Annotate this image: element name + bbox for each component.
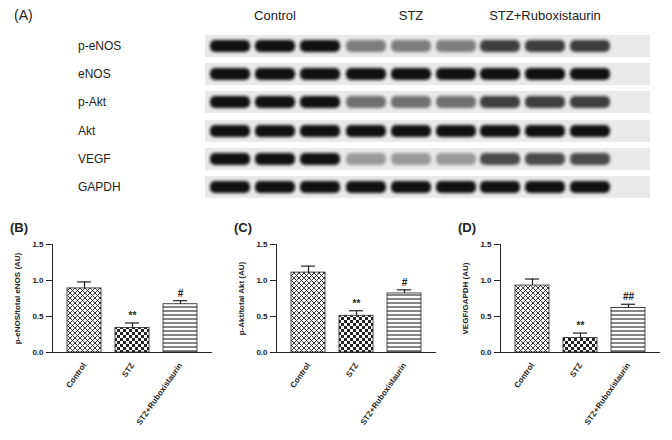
svg-text:STZ+Ruboxistaurin: STZ+Ruboxistaurin (583, 361, 633, 427)
svg-text:0.0: 0.0 (480, 348, 492, 357)
svg-text:p-eNOS/total eNOS (AU): p-eNOS/total eNOS (AU) (13, 252, 22, 344)
svg-text:1.0: 1.0 (256, 276, 268, 285)
html-text:(B): (B) (10, 220, 28, 235)
svg-text:**: ** (129, 310, 137, 321)
svg-text:**: ** (577, 320, 585, 331)
svg-text:STZ: STZ (120, 361, 136, 379)
svg-text:1.5: 1.5 (32, 240, 44, 249)
svg-text:0.5: 0.5 (256, 312, 268, 321)
svg-text:VEGF: VEGF (78, 152, 111, 166)
svg-text:(A): (A) (14, 7, 33, 23)
svg-text:Control: Control (254, 8, 296, 23)
svg-text:0.5: 0.5 (32, 312, 44, 321)
svg-text:**: ** (353, 298, 361, 309)
svg-text:STZ: STZ (568, 361, 584, 379)
svg-text:STZ: STZ (344, 361, 360, 379)
svg-text:p-Akt/total Akt (AU): p-Akt/total Akt (AU) (237, 261, 246, 335)
html-text:(D): (D) (458, 220, 476, 235)
html-text:(C): (C) (234, 220, 252, 235)
svg-text:p-eNOS: p-eNOS (78, 39, 121, 53)
svg-text:Control: Control (289, 361, 313, 389)
svg-text:1.0: 1.0 (32, 276, 44, 285)
svg-text:#: # (178, 288, 184, 299)
svg-text:1.0: 1.0 (480, 276, 492, 285)
svg-text:STZ+Ruboxistaurin: STZ+Ruboxistaurin (359, 361, 409, 427)
svg-text:VEGF/GAPDH (AU): VEGF/GAPDH (AU) (461, 262, 470, 334)
svg-text:GAPDH: GAPDH (78, 180, 121, 194)
svg-text:1.5: 1.5 (256, 240, 268, 249)
svg-text:Control: Control (65, 361, 89, 389)
svg-text:0.5: 0.5 (480, 312, 492, 321)
svg-text:p-Akt: p-Akt (78, 95, 107, 109)
svg-text:STZ: STZ (399, 8, 424, 23)
svg-text:Control: Control (513, 361, 537, 389)
svg-text:STZ+Ruboxistaurin: STZ+Ruboxistaurin (135, 361, 185, 427)
svg-text:Akt: Akt (78, 124, 96, 138)
svg-text:1.5: 1.5 (480, 240, 492, 249)
svg-text:0.0: 0.0 (256, 348, 268, 357)
svg-text:0.0: 0.0 (32, 348, 44, 357)
svg-text:##: ## (623, 291, 635, 302)
svg-text:eNOS: eNOS (78, 67, 111, 81)
svg-text:#: # (402, 277, 408, 288)
svg-text:STZ+Ruboxistaurin: STZ+Ruboxistaurin (489, 8, 601, 23)
